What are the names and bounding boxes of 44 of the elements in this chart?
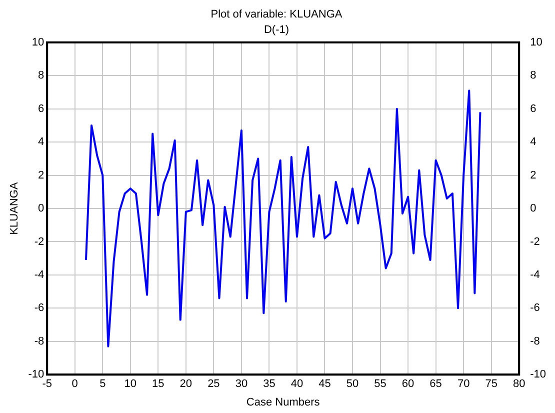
x-tick-label: 55 (374, 378, 386, 390)
x-tick-label: 40 (290, 378, 304, 390)
x-tick-label: 25 (208, 378, 220, 390)
x-tick-label: 80 (512, 378, 526, 390)
y2-tick-label: -6 (530, 302, 540, 314)
y2-tick-label: 10 (530, 36, 542, 48)
x-tick-label: -5 (42, 378, 52, 390)
x-tick-label: 65 (430, 378, 442, 390)
y-tick-label: -10 (28, 368, 44, 381)
x-tick-label: 70 (457, 378, 470, 390)
y2-tick-label: -8 (530, 335, 540, 348)
y-tick-label: -6 (34, 302, 44, 314)
y-axis-title: KLUANGA (8, 182, 21, 235)
x-tick-label: 5 (100, 378, 106, 390)
x-tick-label: 0 (72, 378, 78, 390)
x-tick-label: 10 (124, 378, 137, 390)
y2-tick-label: -10 (530, 368, 546, 381)
x-tick-label: 75 (485, 378, 498, 390)
y-tick-label: -8 (34, 335, 44, 348)
x-tick-label: 35 (263, 378, 276, 390)
y-tick-label: 6 (38, 102, 44, 115)
y2-tick-label: 4 (530, 136, 536, 148)
y-tick-label: 8 (38, 70, 44, 82)
y2-tick-label: 2 (530, 169, 536, 182)
x-tick-label: 15 (152, 378, 164, 390)
y2-tick-label: -4 (530, 268, 540, 281)
chart-subtitle: D(-1) (264, 24, 290, 36)
x-tick-label: 60 (402, 378, 414, 390)
x-tick-label: 45 (318, 378, 331, 390)
y2-tick-label: -2 (530, 236, 540, 248)
y-tick-label: 2 (38, 169, 44, 182)
y-tick-label: 4 (38, 136, 44, 148)
x-tick-label: 50 (346, 378, 359, 390)
chart-title: Plot of variable: KLUANGA (210, 8, 343, 21)
y-tick-label: -2 (34, 236, 44, 248)
y-tick-label: 10 (32, 36, 44, 48)
y2-tick-label: 6 (530, 102, 536, 115)
x-tick-label: 30 (235, 378, 248, 390)
y2-tick-label: 8 (530, 70, 536, 82)
y2-tick-label: 0 (530, 202, 536, 215)
x-tick-label: 20 (180, 378, 192, 390)
y-tick-label: 0 (38, 202, 44, 215)
y-tick-label: -4 (34, 268, 44, 281)
x-axis-title: Case Numbers (246, 396, 320, 408)
